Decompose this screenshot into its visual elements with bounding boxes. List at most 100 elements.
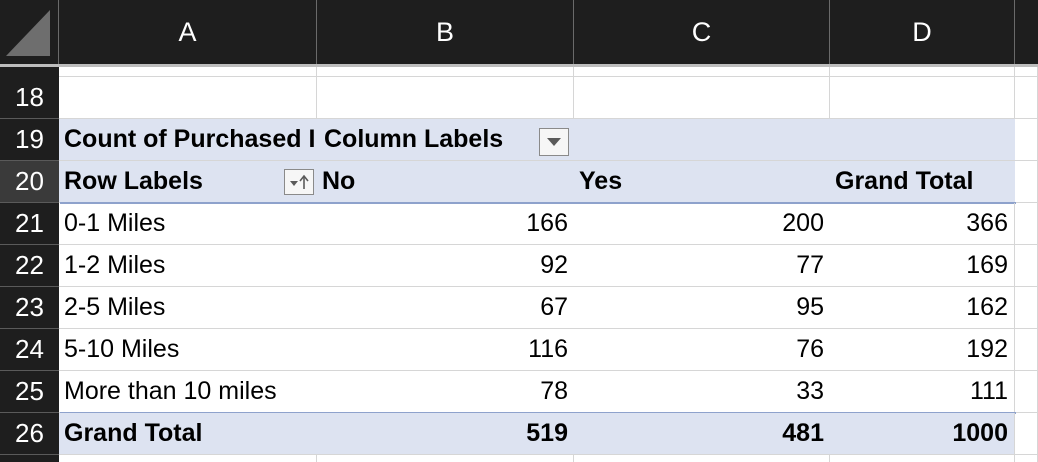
pivot-col-no-header[interactable]: No: [317, 161, 574, 203]
pivot-value-no[interactable]: 92: [317, 245, 574, 287]
cell[interactable]: [830, 67, 1015, 77]
pivot-grand-total-total[interactable]: 1000: [830, 413, 1015, 455]
row-header-20[interactable]: 20: [0, 161, 59, 203]
row-header-label: 23: [15, 292, 44, 322]
row-header-label: 18: [15, 82, 44, 112]
row-header-label: 26: [15, 418, 44, 448]
pivot-column-labels[interactable]: Column Labels: [317, 119, 574, 161]
pivot-value-yes[interactable]: 77: [574, 245, 830, 287]
cell[interactable]: [59, 67, 317, 77]
column-header-e[interactable]: [1015, 0, 1038, 64]
column-header-d[interactable]: D: [830, 0, 1015, 64]
row-header-24[interactable]: 24: [0, 329, 59, 371]
cell-e26[interactable]: [1015, 413, 1038, 455]
pivot-row-label[interactable]: More than 10 miles: [59, 371, 317, 413]
pivot-header-divider: [60, 202, 1016, 204]
pivot-row-label[interactable]: 0-1 Miles: [59, 203, 317, 245]
pivot-grand-total-no[interactable]: 519: [317, 413, 574, 455]
pivot-value-total[interactable]: 111: [830, 371, 1015, 413]
pivot-row-labels-header[interactable]: Row Labels: [59, 161, 317, 203]
cell-d18[interactable]: [830, 77, 1015, 119]
row-header-label: 20: [15, 166, 44, 196]
pivot-value-yes[interactable]: 200: [574, 203, 830, 245]
pivot-col-yes-text: Yes: [579, 167, 623, 195]
cell-e21[interactable]: [1015, 203, 1038, 245]
cell-e19[interactable]: [1015, 119, 1038, 161]
row-labels-sort-filter-button[interactable]: [284, 169, 314, 195]
pivot-value-yes[interactable]: 76: [574, 329, 830, 371]
pivot-value-text: 67: [540, 293, 568, 321]
column-header-label: D: [912, 16, 932, 47]
pivot-value-text: 78: [540, 377, 568, 405]
pivot-grand-total-yes[interactable]: 481: [574, 413, 830, 455]
pivot-col-no-text: No: [322, 167, 356, 195]
pivot-value-total[interactable]: 366: [830, 203, 1015, 245]
pivot-grand-total-text: Grand Total: [64, 419, 203, 447]
pivot-value-yes[interactable]: 33: [574, 371, 830, 413]
cell-e20[interactable]: [1015, 161, 1038, 203]
pivot-value-header-text: Count of Purchased I: [64, 125, 316, 153]
column-header-b[interactable]: B: [317, 0, 574, 64]
pivot-grand-total-label[interactable]: Grand Total: [59, 413, 317, 455]
cell-e25[interactable]: [1015, 371, 1038, 413]
cell[interactable]: [1015, 67, 1038, 77]
pivot-col-grand-total-header[interactable]: Grand Total: [830, 161, 1015, 203]
cell[interactable]: [1015, 455, 1038, 462]
cell-e18[interactable]: [1015, 77, 1038, 119]
row-header-22[interactable]: 22: [0, 245, 59, 287]
cell-c18[interactable]: [574, 77, 830, 119]
pivot-value-no[interactable]: 67: [317, 287, 574, 329]
column-labels-filter-button[interactable]: [539, 128, 569, 156]
select-all-triangle-icon: [6, 10, 50, 56]
cell[interactable]: [317, 455, 574, 462]
cell-e22[interactable]: [1015, 245, 1038, 287]
pivot-column-labels-text: Column Labels: [324, 125, 504, 153]
row-header-label: 21: [15, 208, 44, 238]
column-header-a[interactable]: A: [59, 0, 317, 64]
pivot-value-text: 519: [526, 419, 568, 447]
pivot-value-no[interactable]: 116: [317, 329, 574, 371]
pivot-row-label-text: 2-5 Miles: [64, 293, 166, 321]
pivot-col-grand-total-text: Grand Total: [835, 167, 974, 195]
row-header-23[interactable]: 23: [0, 287, 59, 329]
pivot-value-no[interactable]: 166: [317, 203, 574, 245]
cell[interactable]: [59, 455, 317, 462]
pivot-value-text: 169: [966, 251, 1008, 279]
pivot-row-label[interactable]: 1-2 Miles: [59, 245, 317, 287]
pivot-value-yes[interactable]: 95: [574, 287, 830, 329]
cell-d19[interactable]: [830, 119, 1015, 161]
cell-a18[interactable]: [59, 77, 317, 119]
cell[interactable]: [574, 455, 830, 462]
pivot-row-label[interactable]: 5-10 Miles: [59, 329, 317, 371]
pivot-value-header[interactable]: Count of Purchased I: [59, 119, 317, 161]
pivot-value-text: 481: [782, 419, 824, 447]
pivot-row-label[interactable]: 2-5 Miles: [59, 287, 317, 329]
row-header-18[interactable]: 18: [0, 77, 59, 119]
cell-c19[interactable]: [574, 119, 830, 161]
cell-e24[interactable]: [1015, 329, 1038, 371]
pivot-value-no[interactable]: 78: [317, 371, 574, 413]
pivot-value-total[interactable]: 162: [830, 287, 1015, 329]
cell[interactable]: [574, 67, 830, 77]
pivot-row-labels-text: Row Labels: [64, 167, 203, 195]
pivot-value-text: 33: [796, 377, 824, 405]
cell-e23[interactable]: [1015, 287, 1038, 329]
row-header-21[interactable]: 21: [0, 203, 59, 245]
cell[interactable]: [317, 67, 574, 77]
row-header-label: 24: [15, 334, 44, 364]
row-header-19[interactable]: 19: [0, 119, 59, 161]
select-all-corner[interactable]: [0, 0, 59, 64]
pivot-col-yes-header[interactable]: Yes: [574, 161, 830, 203]
pivot-value-text: 166: [526, 209, 568, 237]
row-header-26[interactable]: 26: [0, 413, 59, 455]
pivot-value-total[interactable]: 169: [830, 245, 1015, 287]
pivot-value-text: 200: [782, 209, 824, 237]
pivot-value-total[interactable]: 192: [830, 329, 1015, 371]
row-header-label: 25: [15, 376, 44, 406]
pivot-row-label-text: 0-1 Miles: [64, 209, 166, 237]
column-header-c[interactable]: C: [574, 0, 830, 64]
cell[interactable]: [830, 455, 1015, 462]
row-header-25[interactable]: 25: [0, 371, 59, 413]
column-header-label: B: [435, 16, 454, 47]
cell-b18[interactable]: [317, 77, 574, 119]
